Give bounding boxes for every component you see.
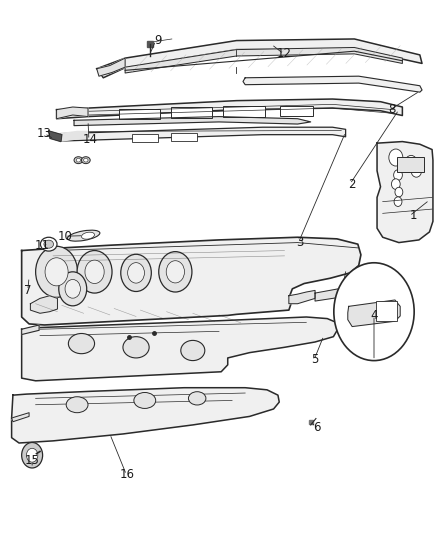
- Circle shape: [21, 442, 42, 468]
- Ellipse shape: [68, 334, 95, 354]
- Text: 7: 7: [24, 284, 32, 297]
- Text: 6: 6: [314, 421, 321, 433]
- Polygon shape: [243, 76, 422, 92]
- Text: 13: 13: [37, 127, 52, 140]
- Circle shape: [59, 272, 87, 306]
- Circle shape: [394, 169, 403, 180]
- Ellipse shape: [67, 230, 100, 241]
- Polygon shape: [61, 127, 346, 141]
- Circle shape: [85, 260, 104, 284]
- Polygon shape: [348, 300, 400, 327]
- Ellipse shape: [44, 240, 53, 248]
- Circle shape: [394, 197, 402, 206]
- Circle shape: [405, 156, 417, 170]
- Circle shape: [45, 258, 68, 286]
- Polygon shape: [61, 132, 88, 141]
- Polygon shape: [21, 325, 39, 335]
- Circle shape: [389, 149, 403, 166]
- Circle shape: [77, 251, 112, 293]
- Ellipse shape: [76, 158, 81, 162]
- Ellipse shape: [66, 397, 88, 413]
- Text: 16: 16: [120, 469, 135, 481]
- Text: 5: 5: [311, 353, 319, 366]
- Ellipse shape: [181, 341, 205, 361]
- Text: 14: 14: [83, 133, 98, 147]
- Ellipse shape: [84, 158, 88, 162]
- Polygon shape: [97, 58, 125, 76]
- Circle shape: [395, 187, 403, 197]
- Circle shape: [26, 448, 38, 462]
- Bar: [223, 106, 265, 117]
- Circle shape: [121, 254, 151, 292]
- Polygon shape: [57, 99, 403, 119]
- Text: 10: 10: [57, 230, 72, 243]
- Polygon shape: [21, 237, 361, 325]
- Polygon shape: [377, 142, 433, 243]
- Polygon shape: [57, 107, 88, 119]
- Text: 1: 1: [410, 209, 417, 222]
- Circle shape: [65, 279, 81, 298]
- Text: 2: 2: [348, 177, 356, 191]
- Text: 12: 12: [277, 47, 292, 60]
- Text: 15: 15: [25, 454, 39, 467]
- Bar: [119, 109, 160, 119]
- Ellipse shape: [134, 392, 155, 408]
- Text: 3: 3: [296, 236, 304, 249]
- Bar: [376, 301, 397, 321]
- Ellipse shape: [40, 237, 57, 251]
- Polygon shape: [12, 413, 29, 422]
- Text: 8: 8: [388, 103, 395, 116]
- Bar: [132, 134, 158, 142]
- Circle shape: [334, 263, 414, 361]
- Polygon shape: [12, 387, 279, 443]
- Circle shape: [166, 261, 184, 283]
- Bar: [171, 133, 197, 141]
- Circle shape: [35, 246, 78, 297]
- Text: 4: 4: [370, 309, 378, 322]
- Text: 11: 11: [35, 239, 49, 252]
- Polygon shape: [74, 117, 311, 126]
- Bar: [171, 107, 212, 118]
- Circle shape: [392, 179, 400, 189]
- Ellipse shape: [123, 337, 149, 358]
- Bar: [397, 157, 424, 172]
- Circle shape: [411, 165, 422, 177]
- Ellipse shape: [81, 157, 90, 164]
- Polygon shape: [21, 317, 338, 381]
- Polygon shape: [289, 290, 315, 304]
- Polygon shape: [30, 296, 57, 313]
- Polygon shape: [315, 272, 359, 301]
- Circle shape: [127, 263, 145, 283]
- Bar: [280, 106, 313, 116]
- Text: 9: 9: [154, 34, 162, 47]
- Ellipse shape: [81, 232, 95, 239]
- Ellipse shape: [74, 157, 83, 164]
- Polygon shape: [49, 131, 62, 142]
- Polygon shape: [125, 47, 403, 73]
- Polygon shape: [97, 39, 422, 78]
- Ellipse shape: [188, 392, 206, 405]
- Circle shape: [159, 252, 192, 292]
